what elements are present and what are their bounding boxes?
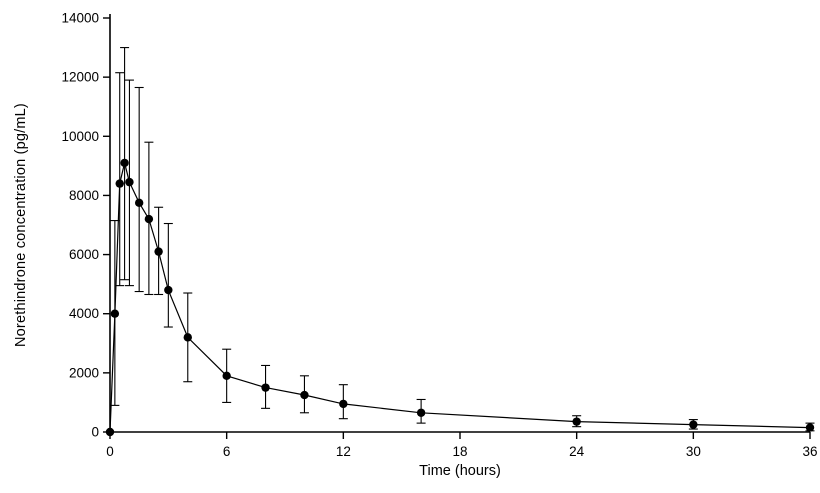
y-tick-label: 14000 <box>61 11 99 26</box>
data-point <box>134 198 144 208</box>
data-point <box>261 383 270 392</box>
x-tick-label: 18 <box>452 444 467 459</box>
data-point <box>125 177 134 187</box>
data-point <box>339 399 348 409</box>
y-tick-label: 10000 <box>61 129 99 144</box>
data-point <box>105 427 115 437</box>
data-point <box>222 371 231 381</box>
data-point <box>572 417 581 426</box>
y-tick-label: 4000 <box>69 306 99 321</box>
x-tick-label: 30 <box>686 444 701 459</box>
x-axis-label: Time (hours) <box>419 463 501 479</box>
data-point <box>144 214 154 224</box>
data-point <box>164 285 173 295</box>
data-point <box>120 158 129 168</box>
data-point <box>689 420 698 429</box>
data-point <box>110 309 120 318</box>
data-point <box>416 408 426 417</box>
data-point <box>115 179 124 188</box>
y-tick-label: 8000 <box>69 188 99 203</box>
y-tick-label: 2000 <box>69 365 99 380</box>
data-point <box>300 390 309 400</box>
data-point <box>805 423 815 432</box>
x-tick-label: 6 <box>223 444 231 459</box>
y-tick-label: 6000 <box>69 247 99 262</box>
x-tick-label: 36 <box>802 444 817 459</box>
data-point <box>183 333 192 342</box>
x-tick-label: 12 <box>336 444 351 459</box>
y-tick-label: 12000 <box>61 70 99 85</box>
y-tick-label: 0 <box>91 425 99 440</box>
x-tick-label: 24 <box>569 444 585 459</box>
series-line <box>109 162 811 433</box>
data-point <box>154 247 163 256</box>
x-tick-label: 0 <box>106 444 114 459</box>
